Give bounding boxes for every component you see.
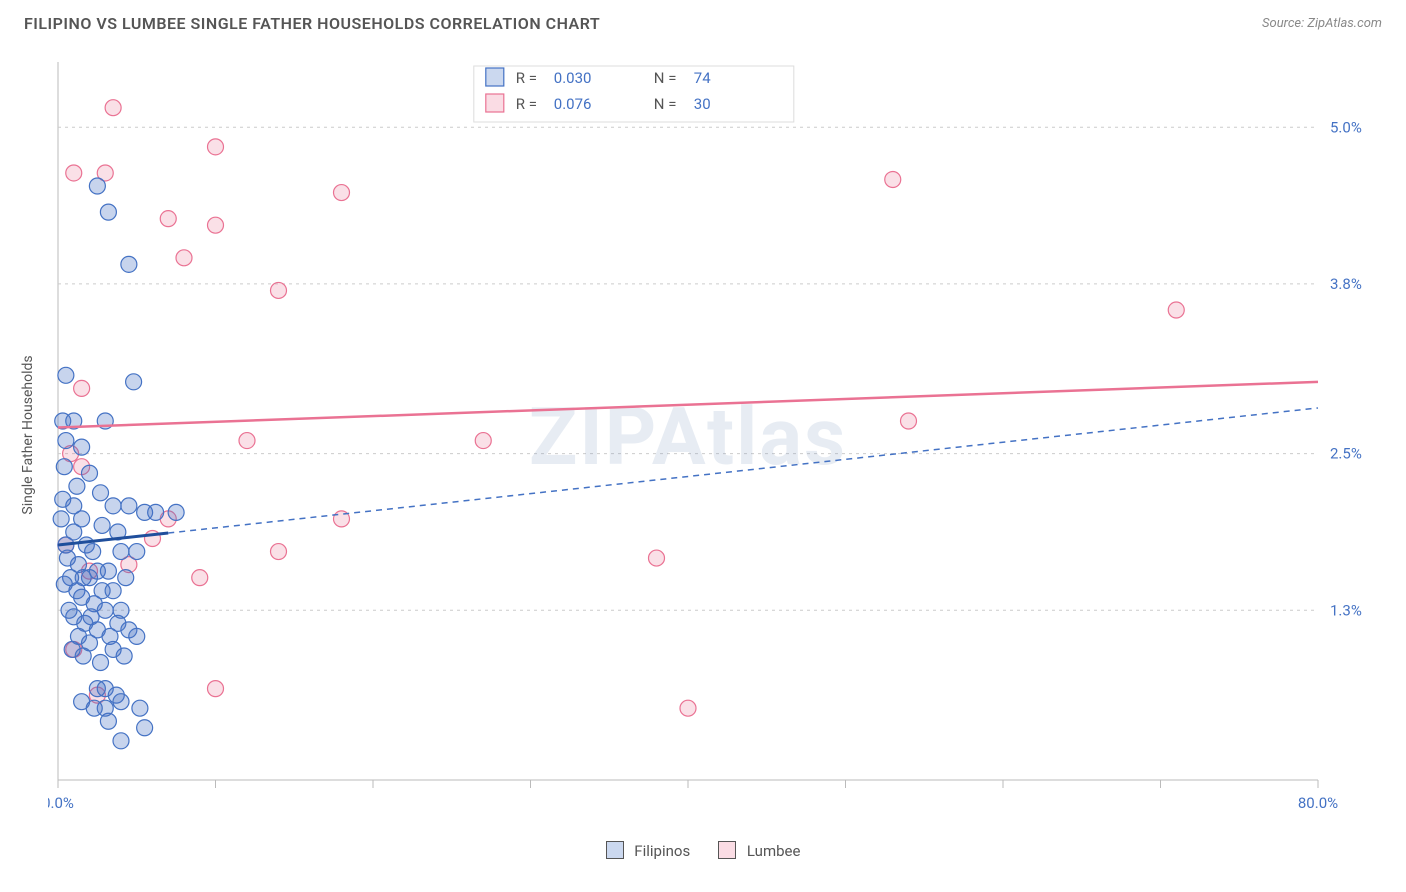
svg-text:R =: R =: [516, 95, 537, 113]
svg-text:R =: R =: [516, 69, 537, 87]
y-axis-label: Single Father Households: [20, 355, 36, 514]
swatch-blue-icon: [606, 841, 624, 859]
svg-text:0.0%: 0.0%: [48, 794, 74, 812]
svg-text:N =: N =: [654, 69, 677, 87]
legend-bottom: Filipinos Lumbee: [0, 841, 1406, 860]
chart-title: FILIPINO VS LUMBEE SINGLE FATHER HOUSEHO…: [24, 14, 600, 33]
svg-text:2.5%: 2.5%: [1330, 445, 1362, 463]
svg-text:74: 74: [694, 69, 711, 87]
svg-text:N =: N =: [654, 95, 677, 113]
svg-text:5.0%: 5.0%: [1330, 118, 1362, 136]
source-label: Source: ZipAtlas.com: [1262, 16, 1382, 31]
svg-text:80.0%: 80.0%: [1298, 794, 1338, 812]
svg-text:0.076: 0.076: [554, 95, 592, 113]
svg-text:1.3%: 1.3%: [1330, 601, 1362, 619]
swatch-pink-icon: [718, 841, 736, 859]
legend-item-lumbee: Lumbee: [718, 841, 800, 860]
svg-text:30: 30: [694, 95, 711, 113]
legend-label: Lumbee: [747, 842, 801, 860]
svg-text:3.8%: 3.8%: [1330, 275, 1362, 293]
legend-item-filipinos: Filipinos: [606, 841, 691, 860]
plot-svg: 1.3%2.5%3.8%5.0%0.0%80.0%ZIPAtlasR =0.03…: [48, 50, 1388, 820]
legend-label: Filipinos: [634, 842, 690, 860]
svg-text:0.030: 0.030: [554, 69, 592, 87]
scatter-chart: Single Father Households 1.3%2.5%3.8%5.0…: [48, 50, 1388, 820]
